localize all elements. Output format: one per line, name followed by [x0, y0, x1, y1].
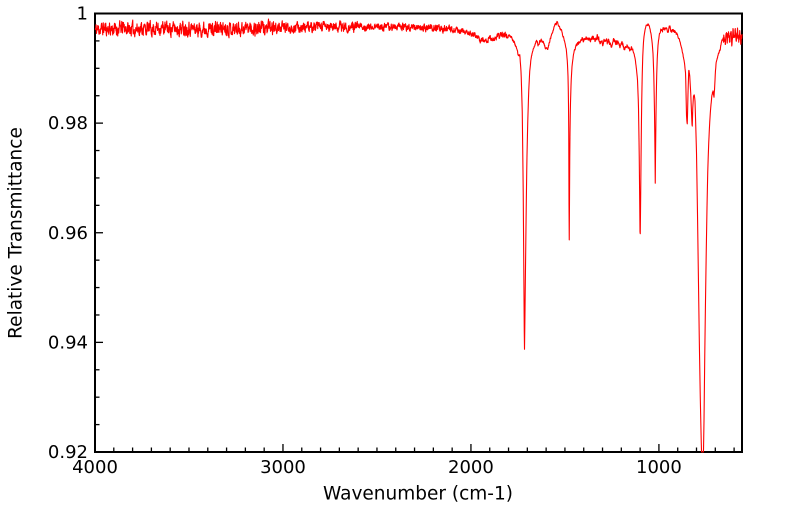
y-tick-label: 1 — [77, 4, 88, 25]
x-tick-label: 4000 — [72, 457, 118, 478]
y-tick-label: 0.94 — [48, 332, 88, 353]
y-axis-title: Relative Transmittance — [5, 127, 27, 339]
axis-ticks — [94, 12, 735, 453]
x-tick-label: 3000 — [260, 457, 306, 478]
x-tick-labels: 4000 3000 2000 1000 — [72, 457, 682, 478]
x-tick-label: 2000 — [448, 457, 494, 478]
y-tick-label: 0.98 — [48, 113, 88, 134]
spectrum-line — [94, 18, 743, 453]
y-tick-label: 0.96 — [48, 223, 88, 244]
x-tick-label: 1000 — [636, 457, 682, 478]
y-tick-label: 0.92 — [48, 442, 88, 463]
y-tick-labels: 1 0.98 0.96 0.94 0.92 — [48, 4, 88, 464]
plot-border — [94, 12, 743, 453]
x-axis-title: Wavenumber (cm-1) — [323, 483, 513, 505]
